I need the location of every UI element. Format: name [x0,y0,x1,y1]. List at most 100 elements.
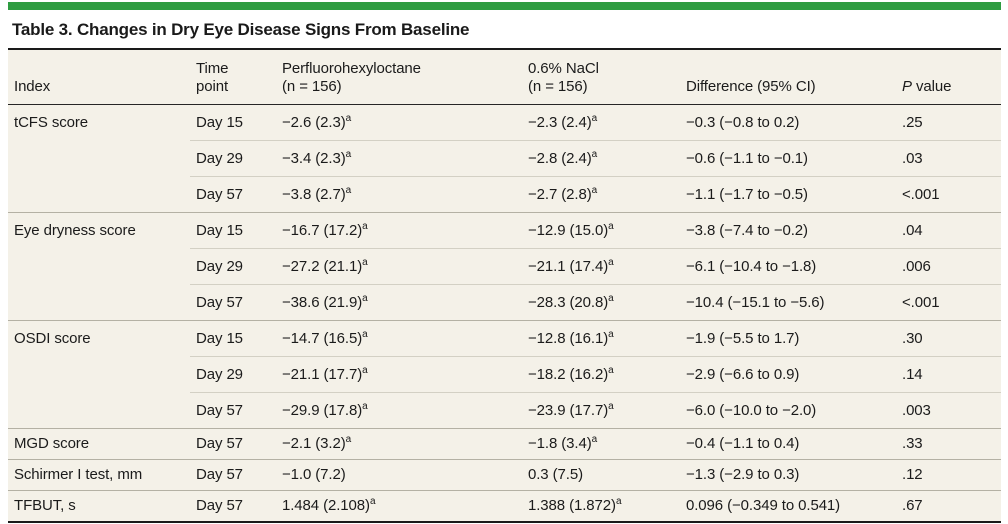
p-value-cell: .14 [896,356,1001,393]
index-cell: MGD score [8,428,190,460]
table-row: Eye dryness score Day 15 −16.7 (17.2)a −… [8,212,1001,249]
difference-cell: −1.9 (−5.5 to 1.7) [680,320,896,357]
control-value-cell: −2.8 (2.4)a [522,140,680,177]
index-cell [8,393,190,429]
difference-cell: −0.4 (−1.1 to 0.4) [680,428,896,460]
index-cell: OSDI score [8,320,190,357]
footnote-marker: a [362,364,368,376]
time-point-cell: Day 57 [190,176,276,213]
control-value-cell: −21.1 (17.4)a [522,248,680,285]
p-value-cell: .04 [896,212,1001,249]
footnote-marker: a [608,364,614,376]
drug-value-cell: −38.6 (21.9)a [276,284,522,321]
difference-cell: 0.096 (−0.349 to 0.541) [680,490,896,522]
footnote-marker: a [608,256,614,268]
p-value-cell: .03 [896,140,1001,177]
footnote-marker: a [345,148,352,160]
p-value-cell: .12 [896,459,1001,491]
p-value-cell: .30 [896,320,1001,357]
drug-value-cell: −1.0 (7.2) [276,459,522,491]
drug-n-label: (n = 156) [282,78,342,95]
table-accent-bar [8,2,1001,10]
drug-value-cell: −3.8 (2.7)a [276,176,522,213]
drug-value-cell: −2.6 (2.3)a [282,112,352,131]
footnote-marker: a [608,292,614,304]
table-row: Day 57 −29.9 (17.8)a −23.9 (17.7)a −6.0 … [8,392,1001,429]
control-value-cell: −12.8 (16.1)a [522,320,680,357]
table-row: Schirmer I test, mm Day 57 −1.0 (7.2) 0.… [8,459,1001,491]
time-point-cell: Day 57 [190,428,276,460]
index-cell: TFBUT, s [8,490,190,522]
control-value-cell: −12.9 (15.0)a [522,212,680,249]
footnote-marker: a [608,400,614,412]
header-row: Index Time point Perfluorohexyloctane (n… [8,50,1001,105]
difference-cell: −2.9 (−6.6 to 0.9) [680,356,896,393]
p-value-cell: .33 [896,428,1001,460]
difference-cell: −0.6 (−1.1 to −0.1) [680,140,896,177]
time-point-cell: Day 57 [190,392,276,429]
col-header-index: Index [8,50,190,105]
drug-name-label: Perfluorohexyloctane [282,60,421,77]
col-header-difference: Difference (95% CI) [680,50,896,105]
p-value-cell: .003 [896,392,1001,429]
footnote-marker: a [608,220,614,232]
drug-value-cell: −16.7 (17.2)a [276,212,522,249]
control-value-cell: −18.2 (16.2)a [522,356,680,393]
col-header-perfluorohexyloctane: Perfluorohexyloctane (n = 156) [276,50,522,105]
table-title: Table 3. Changes in Dry Eye Disease Sign… [8,10,1001,50]
footnote-marker: a [345,184,352,196]
col-header-time-point: Time point [190,50,276,105]
footnote-marker: a [362,400,368,412]
footnote-marker: a [345,434,352,445]
difference-cell: −1.3 (−2.9 to 0.3) [680,459,896,491]
table-row: MGD score Day 57 −2.1 (3.2)a −1.8 (3.4)a… [8,428,1001,460]
dry-eye-signs-table: Index Time point Perfluorohexyloctane (n… [8,50,1001,523]
difference-cell: −3.8 (−7.4 to −0.2) [680,212,896,249]
table-row: tCFS score Day 15 −2.6 (2.3)a −2.3 (2.4)… [8,105,1001,141]
p-value-cell: .006 [896,248,1001,285]
footnote-marker: a [591,434,598,445]
table-row: Day 29 −3.4 (2.3)a −2.8 (2.4)a −0.6 (−1.… [8,140,1001,177]
index-cell: Schirmer I test, mm [8,459,190,491]
control-value-cell: −1.8 (3.4)a [522,428,680,460]
table-row: TFBUT, s Day 57 1.484 (2.108)a 1.388 (1.… [8,490,1001,522]
footnote-marker: a [369,496,376,507]
drug-value-cell: −14.7 (16.5)a [276,320,522,357]
footnote-marker: a [362,328,368,340]
index-cell: tCFS score [14,113,89,131]
difference-cell: −0.3 (−0.8 to 0.2) [686,113,800,131]
footnote-marker: a [591,112,598,124]
footnote-marker: a [615,496,622,507]
drug-value-cell: 1.484 (2.108)a [276,490,522,522]
drug-value-cell: −21.1 (17.7)a [276,356,522,393]
footnote-marker: a [608,328,614,340]
control-n-label: (n = 156) [528,78,588,95]
drug-value-cell: −29.9 (17.8)a [276,392,522,429]
time-point-cell: Day 15 [190,320,276,357]
time-point-cell: Day 29 [190,356,276,393]
time-point-cell: Day 57 [190,490,276,522]
col-header-p-value: P value [896,50,1001,105]
p-value-cell: .25 [902,113,923,131]
control-name-label: 0.6% NaCl [528,60,599,77]
index-cell [8,141,190,177]
control-value-cell: −2.7 (2.8)a [522,176,680,213]
control-value-cell: 0.3 (7.5) [522,459,680,491]
difference-cell: −6.1 (−10.4 to −1.8) [680,248,896,285]
difference-cell: −10.4 (−15.1 to −5.6) [680,284,896,321]
control-value-cell: −2.3 (2.4)a [528,112,598,131]
index-cell [8,285,190,321]
index-cell: Eye dryness score [8,212,190,249]
p-value-cell: .67 [896,490,1001,522]
footnote-marker: a [591,148,598,160]
time-point-cell: Day 57 [190,459,276,491]
time-point-cell: Day 57 [190,284,276,321]
col-header-nacl: 0.6% NaCl (n = 156) [522,50,680,105]
time-point-cell: Day 15 [196,113,243,131]
table-row: Day 29 −21.1 (17.7)a −18.2 (16.2)a −2.9 … [8,356,1001,393]
footnote-marker: a [362,256,368,268]
drug-value-cell: −3.4 (2.3)a [276,140,522,177]
footnote-marker: a [345,112,352,124]
index-cell [8,357,190,393]
p-value-cell: <.001 [896,176,1001,213]
